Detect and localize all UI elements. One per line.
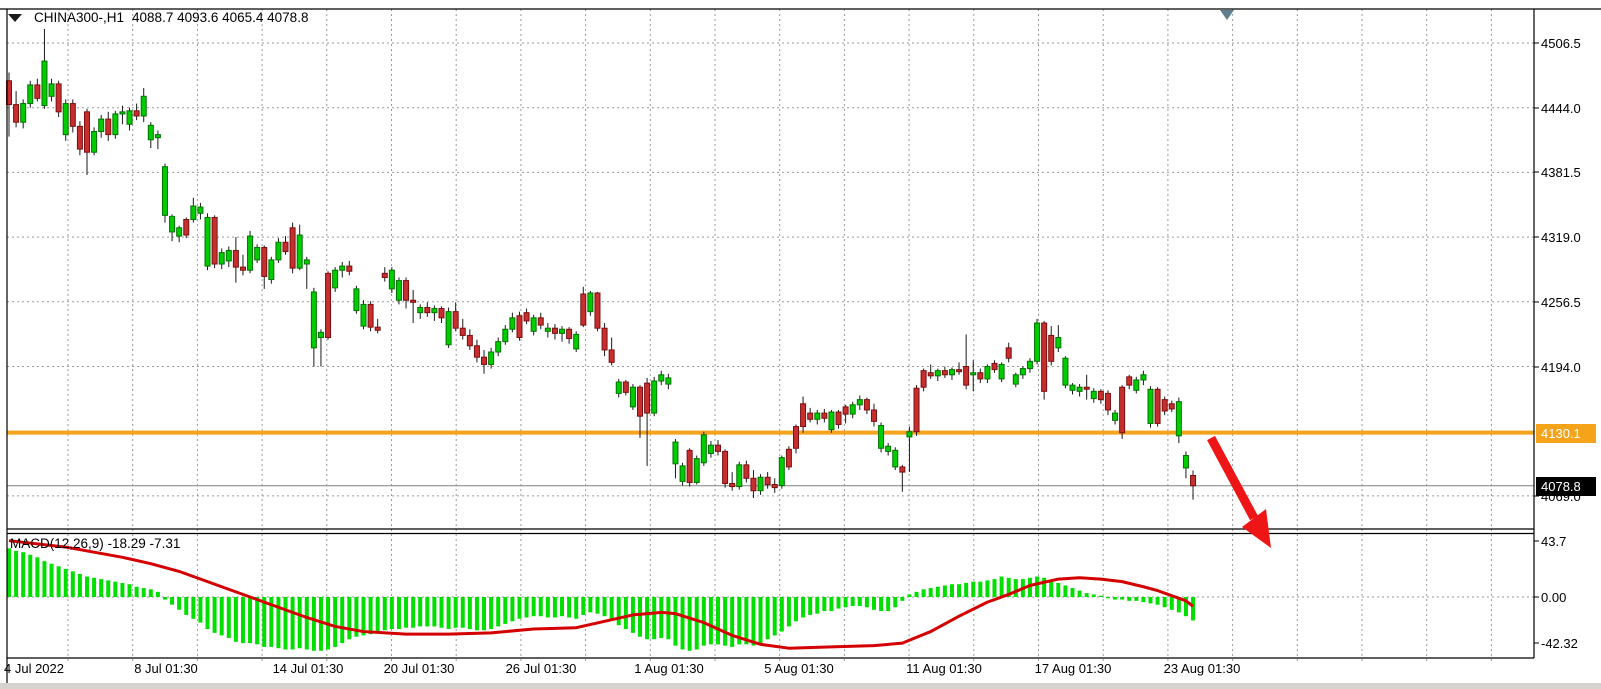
macd-signal-line [8,539,1194,650]
time-axis-label: 14 Jul 01:30 [273,661,344,676]
time-axis-label: 17 Aug 01:30 [1035,661,1112,676]
price-axis-label: 4506.5 [1541,36,1581,51]
indicator-label: MACD(12,26,9) -18.29 -7.31 [10,536,181,551]
macd-axis-label: 43.7 [1541,534,1566,549]
price-axis-label: 4319.0 [1541,230,1581,245]
chart-shift-marker-icon[interactable] [1220,10,1234,20]
symbol-period-label: CHINA300-,H1 [34,10,125,25]
macd-axis-label: 0.00 [1541,590,1566,605]
chart-title: CHINA300-,H1 4088.7 4093.6 4065.4 4078.8 [8,10,308,25]
time-axis-label: 1 Aug 01:30 [634,661,703,676]
macd-axis-label: -42.32 [1541,636,1578,651]
price-axis-label: 4444.0 [1541,101,1581,116]
time-axis-label: 11 Aug 01:30 [906,661,982,676]
down-arrow-head-icon[interactable] [1242,509,1271,548]
price-axis-label: 4194.0 [1541,360,1581,375]
time-axis-label: 5 Aug 01:30 [764,661,833,676]
time-axis-label: 4 Jul 2022 [4,661,64,676]
time-axis-label: 26 Jul 01:30 [506,661,577,676]
current-price-tag: 4078.8 [1536,477,1596,496]
price-axis-label: 4256.5 [1541,295,1581,310]
ohlc-values: 4088.7 4093.6 4065.4 4078.8 [132,10,309,25]
price-axis-label: 4381.5 [1541,165,1581,180]
time-axis-label: 23 Aug 01:30 [1164,661,1241,676]
time-axis-label: 20 Jul 01:30 [384,661,455,676]
candles-layer [6,29,1197,500]
symbol-dropdown-icon[interactable] [8,13,22,22]
time-axis-label: 8 Jul 01:30 [134,661,198,676]
down-arrow-shaft[interactable] [1207,435,1258,521]
hline-price-tag: 4130.1 [1536,424,1596,443]
macd-histogram [7,548,1196,651]
window-bottom-strip [0,683,1601,689]
